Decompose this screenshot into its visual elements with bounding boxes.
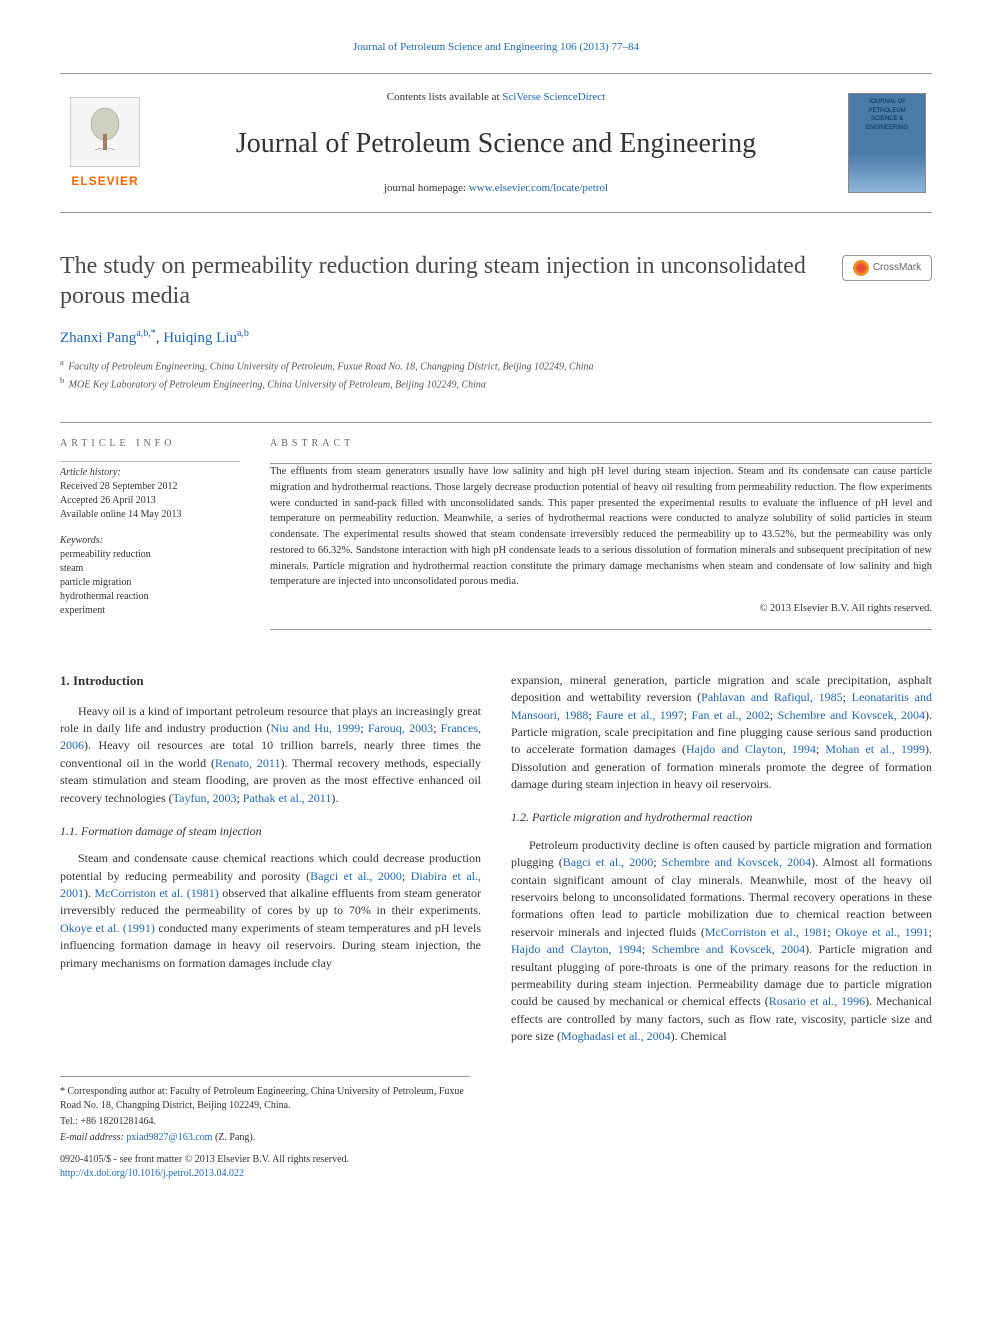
- affiliation-b: b MOE Key Laboratory of Petroleum Engine…: [60, 375, 932, 392]
- elsevier-wordmark: ELSEVIER: [71, 173, 138, 190]
- publisher-logo-block: ELSEVIER: [60, 97, 150, 190]
- ref-link[interactable]: Rosario et al., 1996: [769, 994, 865, 1008]
- ref-link[interactable]: Pahlavan and Rafiqul, 1985: [701, 690, 842, 704]
- corresponding-author: * Corresponding author at: Faculty of Pe…: [60, 1085, 470, 1113]
- body-columns: 1. Introduction Heavy oil is a kind of i…: [60, 672, 932, 1050]
- ref-link[interactable]: Okoye et al. (1991): [60, 921, 155, 935]
- footer-left: 0920-4105/$ - see front matter © 2013 El…: [60, 1153, 349, 1181]
- abstract-body: The effluents from steam generators usua…: [270, 464, 932, 590]
- sec11-p1-cont: expansion, mineral generation, particle …: [511, 672, 932, 794]
- footnotes: * Corresponding author at: Faculty of Pe…: [60, 1076, 470, 1145]
- right-column: expansion, mineral generation, particle …: [511, 672, 932, 1050]
- article-title: The study on permeability reduction duri…: [60, 251, 822, 311]
- ref-link[interactable]: Mohan et al., 1999: [825, 742, 925, 756]
- divider: [60, 212, 932, 213]
- ref-link[interactable]: McCorriston et al., 1981: [705, 925, 828, 939]
- homepage-pre: journal homepage:: [384, 182, 469, 194]
- ref-link[interactable]: Faure et al., 1997: [596, 708, 684, 722]
- ref-link[interactable]: Pathak et al., 2011: [243, 791, 332, 805]
- contents-line: Contents lists available at SciVerse Sci…: [150, 90, 842, 105]
- section-1-1-heading: 1.1. Formation damage of steam injection: [60, 823, 481, 840]
- sec11-p1: Steam and condensate cause chemical reac…: [60, 850, 481, 972]
- abstract-copyright: © 2013 Elsevier B.V. All rights reserved…: [270, 602, 932, 617]
- sec12-p1: Petroleum productivity decline is often …: [511, 837, 932, 1046]
- authors: Zhanxi Panga,b,*, Huiqing Liua,b: [60, 327, 932, 349]
- contents-pre: Contents lists available at: [387, 91, 502, 103]
- ref-link[interactable]: Fan et al., 2002: [692, 708, 770, 722]
- corresponding-tel: Tel.: +86 18201281464.: [60, 1115, 470, 1129]
- intro-p1: Heavy oil is a kind of important petrole…: [60, 703, 481, 807]
- left-column: 1. Introduction Heavy oil is a kind of i…: [60, 672, 481, 1050]
- ref-link[interactable]: Schembre and Kovscek, 2004: [662, 855, 812, 869]
- affiliation-a: a Faculty of Petroleum Engineering, Chin…: [60, 357, 932, 374]
- sciencedirect-link[interactable]: SciVerse ScienceDirect: [502, 91, 605, 103]
- history-label: Article history:: [60, 466, 240, 480]
- history-received: Received 28 September 2012: [60, 480, 240, 494]
- journal-cover: JOURNAL OF PETROLEUM SCIENCE & ENGINEERI…: [842, 88, 932, 198]
- keyword: permeability reduction: [60, 548, 240, 562]
- cover-text-2: PETROLEUM: [868, 107, 905, 115]
- article-info-heading: article info: [60, 437, 240, 451]
- homepage-link[interactable]: www.elsevier.com/locate/petrol: [469, 182, 608, 194]
- history-accepted: Accepted 26 April 2013: [60, 494, 240, 508]
- article-info: article info Article history: Received 2…: [60, 437, 240, 630]
- history-online: Available online 14 May 2013: [60, 508, 240, 522]
- elsevier-tree-logo: [70, 97, 140, 167]
- keyword: hydrothermal reaction: [60, 590, 240, 604]
- author-2[interactable]: Huiqing Liu: [163, 330, 237, 346]
- ref-link[interactable]: Schembre and Kovscek, 2004: [652, 942, 806, 956]
- abstract-heading: abstract: [270, 437, 932, 451]
- ref-link[interactable]: Tayfun, 2003: [173, 791, 237, 805]
- email-link[interactable]: pxiad9827@163.com: [126, 1132, 212, 1143]
- crossmark-badge[interactable]: CrossMark: [842, 255, 932, 281]
- author-1-aff[interactable]: a,b,: [136, 328, 150, 339]
- crossmark-icon: [853, 260, 869, 276]
- author-2-aff[interactable]: a,b: [237, 328, 249, 339]
- ref-link[interactable]: Bagci et al., 2000: [563, 855, 654, 869]
- keyword: experiment: [60, 604, 240, 618]
- keywords-label: Keywords:: [60, 534, 240, 548]
- journal-center: Contents lists available at SciVerse Sci…: [150, 90, 842, 196]
- cover-text-4: ENGINEERING: [866, 124, 908, 132]
- affiliations: a Faculty of Petroleum Engineering, Chin…: [60, 357, 932, 392]
- keyword: particle migration: [60, 576, 240, 590]
- page-footer: 0920-4105/$ - see front matter © 2013 El…: [60, 1153, 932, 1181]
- cover-text-1: JOURNAL OF: [868, 98, 906, 106]
- info-abstract-row: article info Article history: Received 2…: [60, 422, 932, 630]
- ref-link[interactable]: McCorriston et al. (1981): [95, 886, 219, 900]
- homepage-line: journal homepage: www.elsevier.com/locat…: [150, 181, 842, 196]
- journal-masthead: ELSEVIER Contents lists available at Sci…: [60, 78, 932, 208]
- ref-link[interactable]: Hajdo and Clayton, 1994: [686, 742, 816, 756]
- cover-text-3: SCIENCE &: [871, 115, 903, 123]
- crossmark-label: CrossMark: [873, 261, 921, 275]
- title-row: The study on permeability reduction duri…: [60, 251, 932, 311]
- section-1-2-heading: 1.2. Particle migration and hydrothermal…: [511, 809, 932, 826]
- ref-link[interactable]: Moghadasi et al., 2004: [561, 1029, 671, 1043]
- ref-link[interactable]: Schembre and Kovscek, 2004: [778, 708, 925, 722]
- running-header: Journal of Petroleum Science and Enginee…: [60, 40, 932, 55]
- author-1[interactable]: Zhanxi Pang: [60, 330, 136, 346]
- section-1-heading: 1. Introduction: [60, 672, 481, 691]
- ref-link[interactable]: Hajdo and Clayton, 1994: [511, 942, 642, 956]
- divider: [60, 73, 932, 74]
- cover-thumbnail: JOURNAL OF PETROLEUM SCIENCE & ENGINEERI…: [848, 93, 926, 193]
- ref-link[interactable]: Renato, 2011: [215, 756, 280, 770]
- doi-link[interactable]: http://dx.doi.org/10.1016/j.petrol.2013.…: [60, 1168, 244, 1179]
- keyword: steam: [60, 562, 240, 576]
- ref-link[interactable]: Bagci et al., 2000: [310, 869, 402, 883]
- header-link[interactable]: Journal of Petroleum Science and Enginee…: [353, 41, 639, 53]
- footer-issn: 0920-4105/$ - see front matter © 2013 El…: [60, 1153, 349, 1167]
- ref-link[interactable]: Farouq, 2003: [368, 721, 433, 735]
- ref-link[interactable]: Niu and Hu, 1999: [270, 721, 360, 735]
- ref-link[interactable]: Okoye et al., 1991: [835, 925, 928, 939]
- abstract: abstract The effluents from steam genera…: [270, 437, 932, 630]
- corresponding-email: E-mail address: pxiad9827@163.com (Z. Pa…: [60, 1131, 470, 1145]
- journal-title: Journal of Petroleum Science and Enginee…: [150, 124, 842, 163]
